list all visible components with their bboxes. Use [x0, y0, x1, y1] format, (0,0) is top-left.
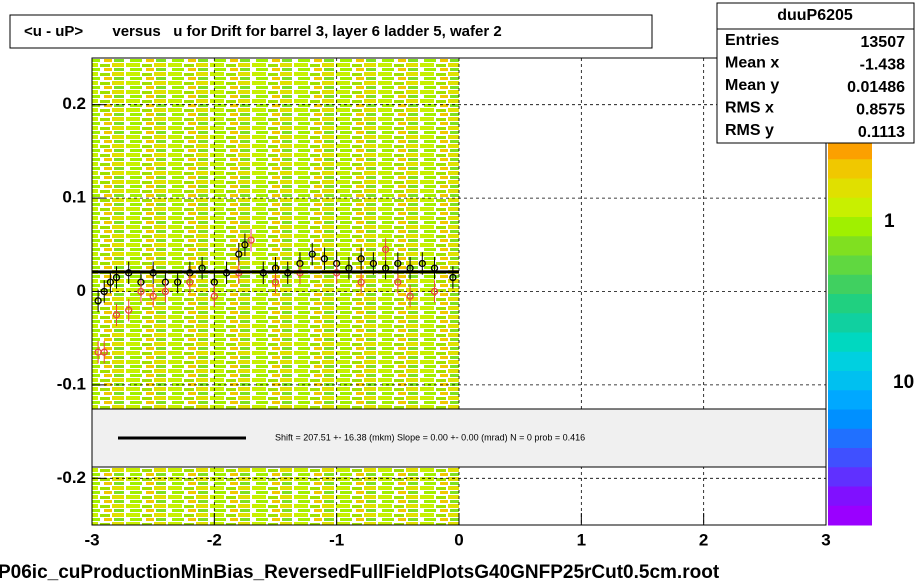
profile-point [394, 278, 402, 286]
x-tick-label: -1 [329, 530, 344, 549]
colorbar-cell [828, 236, 872, 256]
profile-point [100, 287, 108, 296]
colorbar-cell [828, 255, 872, 276]
colorbar-cell [828, 274, 872, 295]
profile-point [449, 273, 457, 282]
y-tick-label: -0.1 [57, 374, 86, 393]
title-box [9, 14, 653, 49]
y-tick-label: 0.1 [62, 188, 86, 207]
stats-value: 0.8575 [856, 102, 905, 119]
y-tick-label: 0 [77, 281, 86, 300]
stats-label: RMS x [725, 100, 774, 117]
stats-title: duuP6205 [777, 7, 853, 24]
colorbar-cell [828, 217, 872, 237]
x-tick-label: 2 [699, 530, 708, 549]
profile-point [357, 278, 365, 286]
colorbar-cell [828, 371, 872, 391]
profile-point [186, 278, 194, 286]
profile-point [369, 259, 378, 268]
stats-label: Mean y [725, 77, 779, 94]
x-tick-label: -2 [207, 530, 222, 549]
y-tick-label: 0.2 [62, 94, 86, 113]
profile-point [308, 250, 316, 258]
y-tick-label: -0.2 [57, 468, 86, 487]
x-tick-label: 0 [454, 530, 463, 549]
chart-title: <u - uP> versus u for Drift for barrel 3… [24, 23, 502, 40]
profile-point [210, 292, 218, 300]
profile-point [137, 287, 145, 296]
profile-point [125, 306, 133, 314]
colorbar-cell [828, 409, 872, 430]
fit-legend-text: Shift = 207.51 +- 16.38 (mkm) Slope = 0.… [275, 432, 585, 442]
profile-point [100, 348, 108, 356]
colorbar-cell [828, 390, 872, 410]
colorbar-cell [828, 486, 872, 507]
profile-point [241, 241, 249, 249]
colorbar-cell [828, 140, 872, 160]
profile-point [357, 255, 365, 263]
profile-point [112, 311, 121, 319]
stats-label: Entries [725, 32, 779, 49]
x-tick-label: 1 [577, 530, 586, 549]
x-tick-label: -3 [84, 530, 99, 549]
stats-value: 0.01486 [847, 79, 905, 96]
x-tick-label: 3 [821, 530, 830, 549]
colorbar-cell [828, 505, 872, 526]
profile-point [235, 250, 243, 258]
colorbar-cell [828, 197, 872, 218]
colorbar-label: 1 [884, 211, 895, 232]
profile-point [320, 255, 329, 263]
profile-point [173, 278, 182, 286]
stats-value: 0.1113 [858, 124, 905, 141]
stats-label: Mean x [725, 55, 779, 72]
colorbar-cell [828, 159, 872, 179]
profile-point [149, 292, 157, 300]
footer: P06ic_cuProductionMinBias_ReversedFullFi… [0, 562, 720, 583]
colorbar-cell [828, 178, 872, 199]
profile-point [418, 259, 426, 268]
colorbar-cell [828, 428, 872, 449]
profile-point [112, 273, 121, 282]
profile-point [161, 287, 170, 296]
colorbar-cell [828, 467, 872, 487]
colorbar-cell [828, 294, 872, 314]
colorbar-cell [828, 313, 872, 333]
profile-point [381, 245, 390, 254]
colorbar-cell [828, 448, 872, 468]
profile-point [94, 297, 102, 305]
profile-point [406, 292, 414, 300]
profile-point [247, 236, 255, 244]
colorbar-cell [828, 351, 872, 372]
profile-point [430, 287, 439, 296]
stats-box [716, 2, 915, 144]
profile-point [394, 259, 402, 268]
stats-value: 13507 [861, 34, 906, 51]
stats-label: RMS y [725, 122, 774, 139]
colorbar-label: 10 [893, 372, 914, 393]
colorbar-cell [828, 332, 872, 353]
stats-value: -1.438 [860, 57, 905, 74]
profile-point [271, 278, 280, 286]
profile-point [106, 278, 114, 286]
